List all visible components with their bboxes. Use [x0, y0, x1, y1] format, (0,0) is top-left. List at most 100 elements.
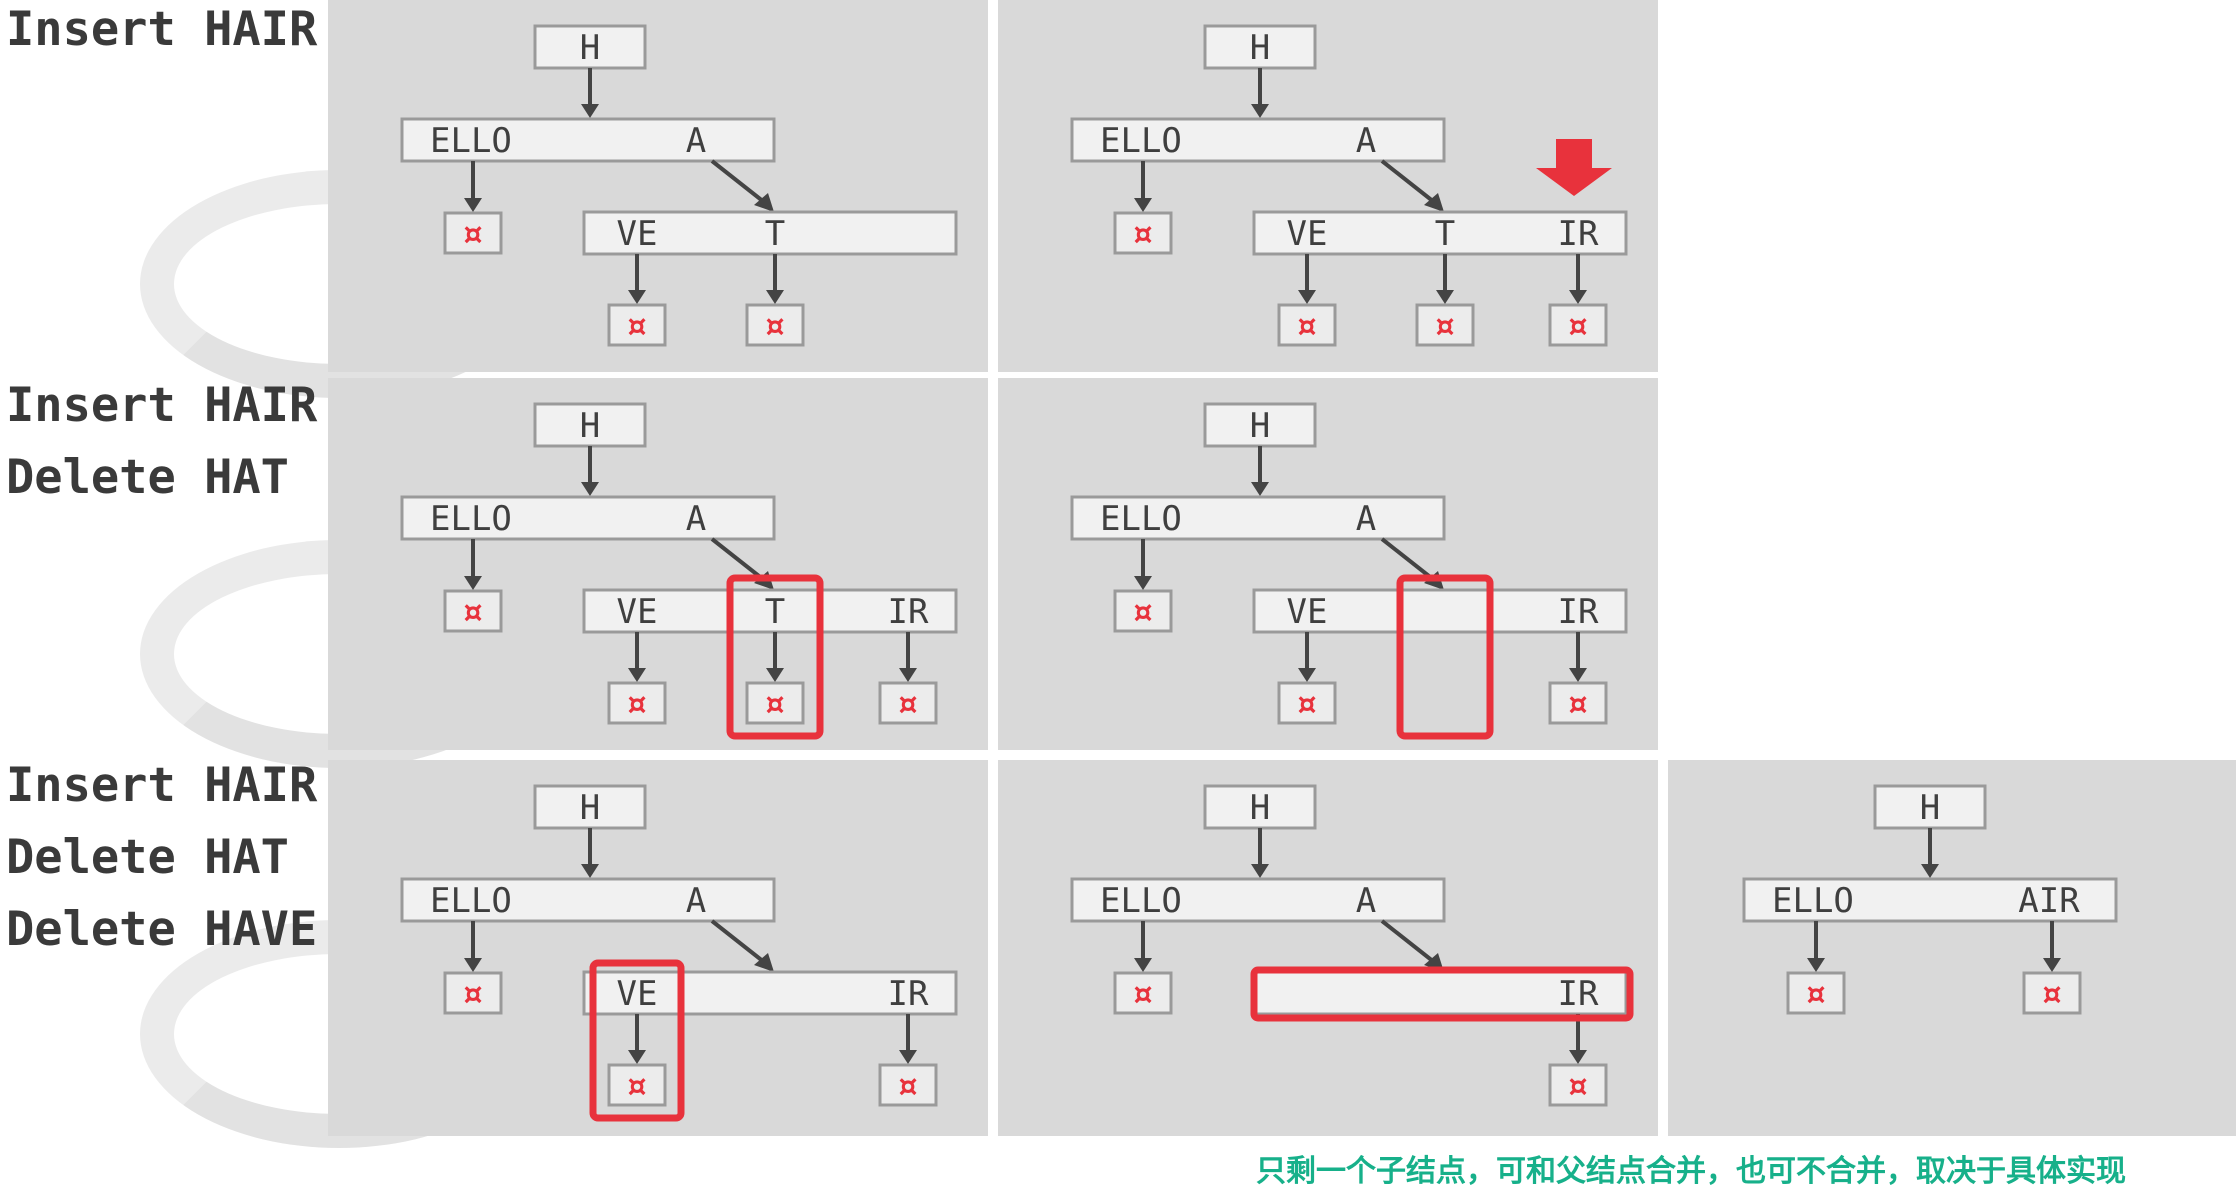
- edge: [1380, 159, 1436, 204]
- caption: 只剩一个子结点，可和父结点合并，也可不合并，取决于具体实现: [1256, 1154, 2126, 1189]
- leaf: [745, 303, 805, 347]
- leaf-symbol: ¤: [2042, 977, 2061, 1012]
- node-ve-t-ir: [582, 588, 958, 634]
- row-label: Delete HAVE: [6, 902, 318, 957]
- node-h: [1873, 784, 1987, 830]
- leaf: [1113, 971, 1173, 1015]
- leaf-symbol: ¤: [627, 687, 646, 722]
- key-t: T: [1435, 214, 1455, 254]
- key-ve: VE: [1287, 592, 1328, 632]
- leaf: [1786, 971, 1846, 1015]
- row-label: Insert HAIR: [6, 378, 318, 433]
- leaf-symbol: ¤: [765, 309, 784, 344]
- leaf: [1277, 681, 1337, 725]
- arrowhead: [464, 958, 482, 972]
- key-ir: IR: [1558, 214, 1599, 254]
- arrowhead: [1298, 668, 1316, 682]
- node-h-text: H: [1250, 28, 1270, 68]
- key-a: A: [1356, 881, 1376, 921]
- leaf-symbol: ¤: [1133, 217, 1152, 252]
- leaf: [443, 589, 503, 633]
- arrowhead: [1134, 958, 1152, 972]
- key-ir: IR: [888, 592, 929, 632]
- arrowhead: [1424, 193, 1444, 212]
- node-h: [1203, 402, 1317, 448]
- arrowhead: [1569, 290, 1587, 304]
- key-ir: IR: [1558, 974, 1599, 1014]
- key-ve: VE: [617, 592, 658, 632]
- leaf-symbol: ¤: [627, 1069, 646, 1104]
- leaf: [1548, 1063, 1608, 1107]
- row-label: Delete HAT: [6, 450, 289, 505]
- leaf: [443, 211, 503, 255]
- edge: [710, 537, 766, 582]
- key-a: A: [1356, 121, 1376, 161]
- arrowhead: [1569, 668, 1587, 682]
- key-ello: ELLO: [1772, 881, 1854, 921]
- node-h-text: H: [1250, 788, 1270, 828]
- key-ve: VE: [617, 974, 658, 1014]
- leaf-symbol: ¤: [1568, 309, 1587, 344]
- leaf-symbol: ¤: [898, 1069, 917, 1104]
- arrowhead: [754, 953, 774, 972]
- edge: [1380, 537, 1436, 582]
- arrowhead: [628, 1050, 646, 1064]
- key-ir: IR: [888, 974, 929, 1014]
- arrowhead: [628, 290, 646, 304]
- key-ello: ELLO: [1100, 499, 1182, 539]
- node-ello-air: [1742, 877, 2118, 923]
- leaf-symbol: ¤: [627, 309, 646, 344]
- node-ve-ir: [1252, 588, 1628, 634]
- node-h: [1203, 784, 1317, 830]
- arrowhead: [899, 1050, 917, 1064]
- leaf: [1548, 681, 1608, 725]
- node-ello-a: [1070, 877, 1446, 923]
- arrowhead: [1134, 576, 1152, 590]
- arrowhead: [1134, 198, 1152, 212]
- arrowhead: [1251, 864, 1269, 878]
- leaf-symbol: ¤: [1568, 687, 1587, 722]
- node-ello-a: [400, 495, 776, 541]
- node-h: [533, 24, 647, 70]
- leaf-symbol: ¤: [1133, 977, 1152, 1012]
- leaf: [1548, 303, 1608, 347]
- leaf: [607, 1063, 667, 1107]
- node-h-text: H: [580, 28, 600, 68]
- node-ir: [1252, 970, 1628, 1016]
- arrowhead: [464, 576, 482, 590]
- highlight-box: [589, 959, 685, 1122]
- row-label: Insert HAIR: [6, 2, 318, 57]
- arrowhead: [1436, 290, 1454, 304]
- panel-r1-inserted: H ELLO A ¤ VE T IR ¤ ¤ ¤: [998, 0, 1658, 372]
- leaf-symbol: ¤: [1297, 687, 1316, 722]
- leaf-symbol: ¤: [898, 687, 917, 722]
- key-t: T: [765, 592, 785, 632]
- leaf: [1277, 303, 1337, 347]
- arrowhead: [754, 193, 774, 212]
- row-label: Insert HAIR: [6, 758, 318, 813]
- arrowhead: [1807, 958, 1825, 972]
- panel-r1-initial: H ELLO A ¤ VE T ¤ ¤: [328, 0, 988, 372]
- arrowhead: [766, 668, 784, 682]
- key-a: A: [686, 121, 706, 161]
- key-ello: ELLO: [1100, 121, 1182, 161]
- node-h-text: H: [1250, 406, 1270, 446]
- key-ir: IR: [1558, 592, 1599, 632]
- highlight-box: [1396, 574, 1494, 740]
- leaf-symbol: ¤: [1133, 595, 1152, 630]
- key-ve: VE: [1287, 214, 1328, 254]
- node-ve-t: [582, 210, 958, 256]
- key-ello: ELLO: [430, 881, 512, 921]
- leaf: [1415, 303, 1475, 347]
- arrowhead: [766, 290, 784, 304]
- node-ve-ir: [582, 970, 958, 1016]
- key-a: A: [1356, 499, 1376, 539]
- leaf: [607, 681, 667, 725]
- panel-r3-after-delete: H ELLO A ¤ IR ¤: [998, 760, 1658, 1136]
- arrowhead: [581, 864, 599, 878]
- edge: [710, 159, 766, 204]
- node-h-text: H: [580, 788, 600, 828]
- leaf-symbol: ¤: [463, 977, 482, 1012]
- node-ello-a: [1070, 117, 1446, 163]
- down-arrow-icon: [1536, 139, 1612, 196]
